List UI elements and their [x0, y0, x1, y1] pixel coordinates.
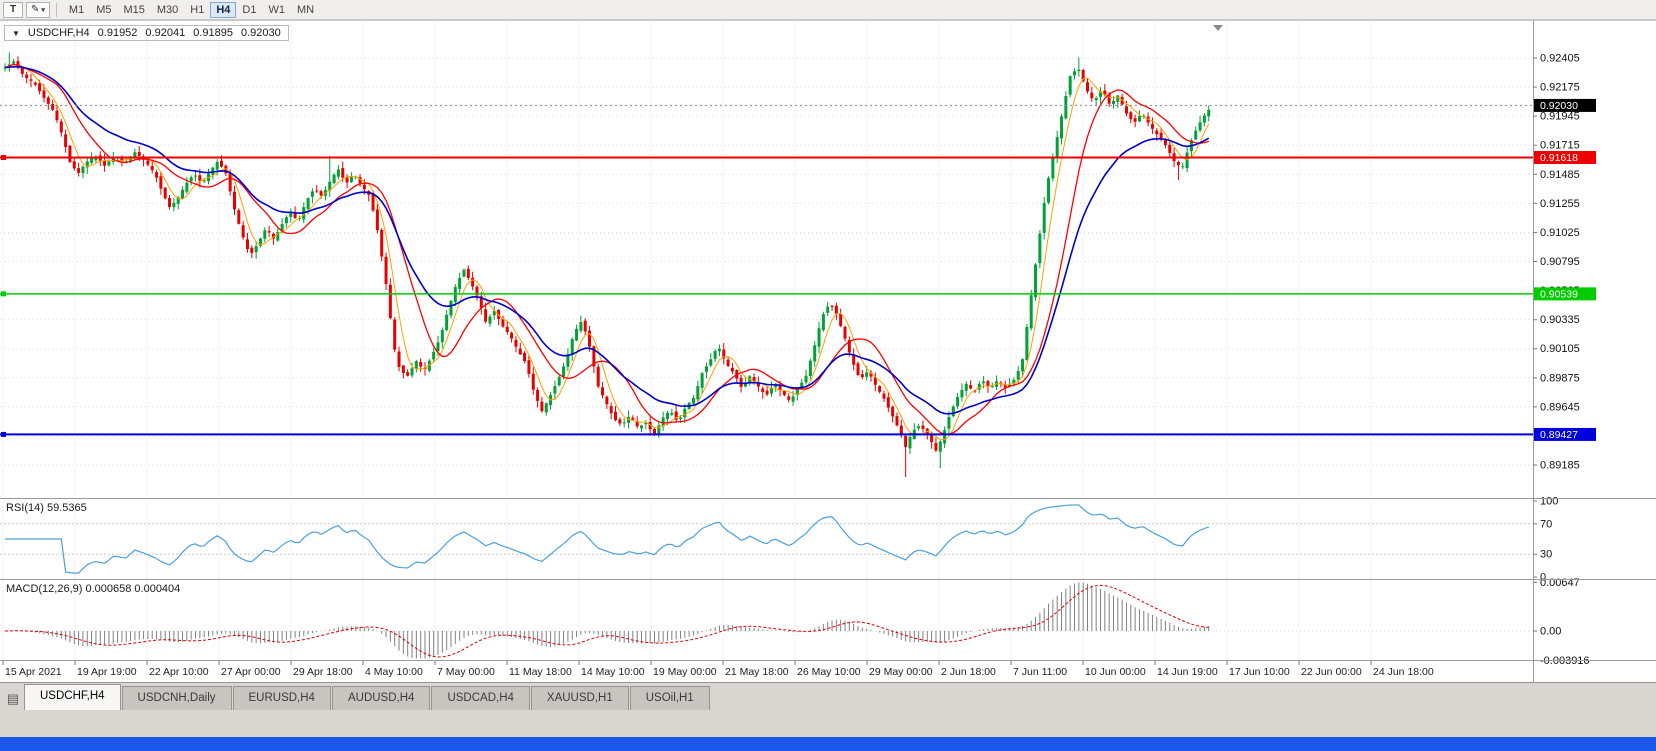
price-axis-label: 0.91715 — [1540, 140, 1580, 152]
time-axis-label: 19 Apr 19:00 — [77, 666, 137, 678]
time-axis-label: 21 May 18:00 — [725, 666, 789, 678]
open-value: 0.91952 — [97, 27, 138, 39]
time-axis-label: 4 May 10:00 — [365, 666, 423, 678]
support-line-blue-badge: 0.89427 — [1534, 427, 1596, 441]
chart-tab-3[interactable]: AUDUSD,H4 — [331, 686, 431, 710]
chart-tabs: USDCHF,H4 USDCNH,Daily EURUSD,H4 AUDUSD,H4 U… — [24, 684, 711, 710]
chart-type-button[interactable]: T — [3, 1, 23, 18]
time-axis-label: 14 Jun 19:00 — [1157, 666, 1218, 678]
draw-tool-button[interactable]: ✎ ▾ — [26, 1, 50, 18]
timeframe-button-m30[interactable]: M30 — [151, 2, 184, 18]
chart-window: 15 Apr 2021 19 Apr 19:00 22 Apr 10:00 27 Ap… — [0, 20, 1656, 682]
resistance-line-red-badge: 0.91618 — [1534, 150, 1596, 164]
chart-shift-marker[interactable] — [1213, 25, 1223, 31]
time-axis-label: 15 Apr 2021 — [5, 666, 62, 678]
support-line-green-handle[interactable] — [1, 291, 6, 297]
timeframe-button-h4[interactable]: H4 — [210, 1, 237, 18]
high-value: 0.92041 — [145, 27, 186, 39]
rsi-axis-label: 100 — [1540, 496, 1558, 508]
time-axis-label: 22 Jun 00:00 — [1301, 666, 1362, 678]
time-axis-label: 10 Jun 00:00 — [1085, 666, 1146, 678]
chevron-down-icon: ▾ — [41, 6, 45, 14]
close-value: 0.92030 — [240, 27, 281, 39]
price-axis-label: 0.90795 — [1540, 256, 1580, 268]
ma-slow-line — [4, 65, 1210, 415]
time-axis-label: 24 Jun 18:00 — [1373, 666, 1434, 678]
taskbar — [0, 737, 1656, 751]
price-axis-label: 0.90105 — [1540, 343, 1580, 355]
time-axis-label: 27 Apr 00:00 — [221, 666, 281, 678]
price-axis[interactable]: 0.92405 0.92175 0.91945 0.91715 0.91485 0.912… — [0, 53, 1580, 472]
price-axis-label: 0.90335 — [1540, 314, 1580, 326]
collapse-arrow-icon[interactable]: ▼ — [12, 28, 20, 38]
rsi-axis-label: 30 — [1540, 549, 1552, 561]
macd-label: MACD(12,26,9) 0.000658 0.000404 — [6, 583, 180, 595]
ma-mid-line — [4, 63, 1209, 435]
time-axis-label: 2 Jun 18:00 — [941, 666, 996, 678]
status-area — [0, 710, 1656, 737]
timeframe-button-mn[interactable]: MN — [291, 2, 320, 18]
chart-tab-2[interactable]: EURUSD,H4 — [232, 686, 331, 710]
time-axis-label: 22 Apr 10:00 — [149, 666, 209, 678]
pencil-icon: ✎ — [31, 4, 40, 15]
time-axis-label: 14 May 10:00 — [581, 666, 645, 678]
timeframe-button-h1[interactable]: H1 — [184, 2, 210, 18]
time-axis-label: 19 May 00:00 — [653, 666, 717, 678]
price-badge-label: 0.90539 — [1540, 288, 1578, 300]
low-value: 0.91895 — [193, 27, 233, 39]
rsi-label: RSI(14) 59.5365 — [6, 502, 87, 514]
vertical-gridlines: 15 Apr 2021 19 Apr 19:00 22 Apr 10:00 27 Ap… — [2, 22, 1434, 678]
price-axis-label: 0.92175 — [1540, 82, 1580, 94]
chart-header[interactable]: ▼ USDCHF,H4 0.91952 0.92041 0.91895 0.92… — [4, 25, 289, 41]
time-axis-label: 7 May 00:00 — [437, 666, 495, 678]
chart-tab-0[interactable]: USDCHF,H4 — [24, 684, 121, 710]
price-axis-label: 0.89875 — [1540, 372, 1580, 384]
window-list-icon[interactable]: ▤ — [6, 691, 20, 706]
price-axis-label: 0.89645 — [1540, 401, 1580, 413]
timeframe-button-d1[interactable]: D1 — [236, 2, 262, 18]
timeframe-group: M1 M5 M15 M30 H1 H4 D1 W1 MN — [63, 1, 320, 18]
chart-tab-1[interactable]: USDCNH,Daily — [121, 686, 232, 710]
time-axis-label: 29 May 00:00 — [869, 666, 933, 678]
price-axis-label: 0.91945 — [1540, 111, 1580, 123]
price-axis-label: 0.92405 — [1540, 53, 1580, 65]
timeframe-button-m15[interactable]: M15 — [117, 2, 150, 18]
time-axis-label: 7 Jun 11:00 — [1013, 666, 1067, 678]
macd-plot — [0, 582, 1533, 659]
timeframe-button-m5[interactable]: M5 — [90, 2, 117, 18]
symbol-label: USDCHF,H4 — [27, 27, 90, 39]
resistance-line-red-handle[interactable] — [1, 154, 6, 160]
price-badge-label: 0.89427 — [1540, 429, 1578, 441]
time-axis-label: 26 May 10:00 — [797, 666, 861, 678]
time-axis-label: 11 May 18:00 — [509, 666, 572, 678]
support-line-blue-handle[interactable] — [1, 431, 6, 437]
price-axis-label: 0.91025 — [1540, 227, 1580, 239]
current-price-level-badge: 0.92030 — [1534, 98, 1596, 112]
price-badge-label: 0.92030 — [1540, 100, 1578, 112]
time-axis-label: 17 Jun 10:00 — [1229, 666, 1290, 678]
rsi-axis-label: 70 — [1540, 518, 1552, 530]
support-line-green-badge: 0.90539 — [1534, 287, 1596, 301]
chart-tab-4[interactable]: USDCAD,H4 — [431, 686, 530, 710]
macd-axis-label: 0.00 — [1540, 626, 1561, 638]
toolbar-separator — [55, 2, 57, 17]
chart-tab-6[interactable]: USOil,H1 — [629, 686, 710, 710]
price-chart-canvas[interactable]: 15 Apr 2021 19 Apr 19:00 22 Apr 10:00 27 Ap… — [0, 20, 1656, 682]
price-badge-label: 0.91618 — [1540, 152, 1578, 164]
price-axis-label: 0.91255 — [1540, 198, 1580, 210]
ma-fast-line — [4, 63, 1210, 441]
timeframe-button-w1[interactable]: W1 — [262, 2, 291, 18]
rsi-plot — [0, 504, 1533, 574]
timeframe-button-m1[interactable]: M1 — [63, 2, 90, 18]
time-axis-label: 29 Apr 18:00 — [293, 666, 353, 678]
price-axis-label: 0.89185 — [1540, 460, 1580, 472]
macd-axis-label: 0.00647 — [1540, 577, 1580, 589]
price-axis-label: 0.91485 — [1540, 169, 1580, 181]
rsi-axis-label: 0 — [1540, 572, 1546, 584]
toolbar: T ✎ ▾ M1 M5 M15 M30 H1 H4 D1 W1 MN — [0, 0, 1656, 20]
chart-tab-5[interactable]: XAUUSD,H1 — [530, 686, 629, 710]
tab-bar: ▤ USDCHF,H4 USDCNH,Daily EURUSD,H4 AUDUSD,H… — [0, 682, 1656, 710]
